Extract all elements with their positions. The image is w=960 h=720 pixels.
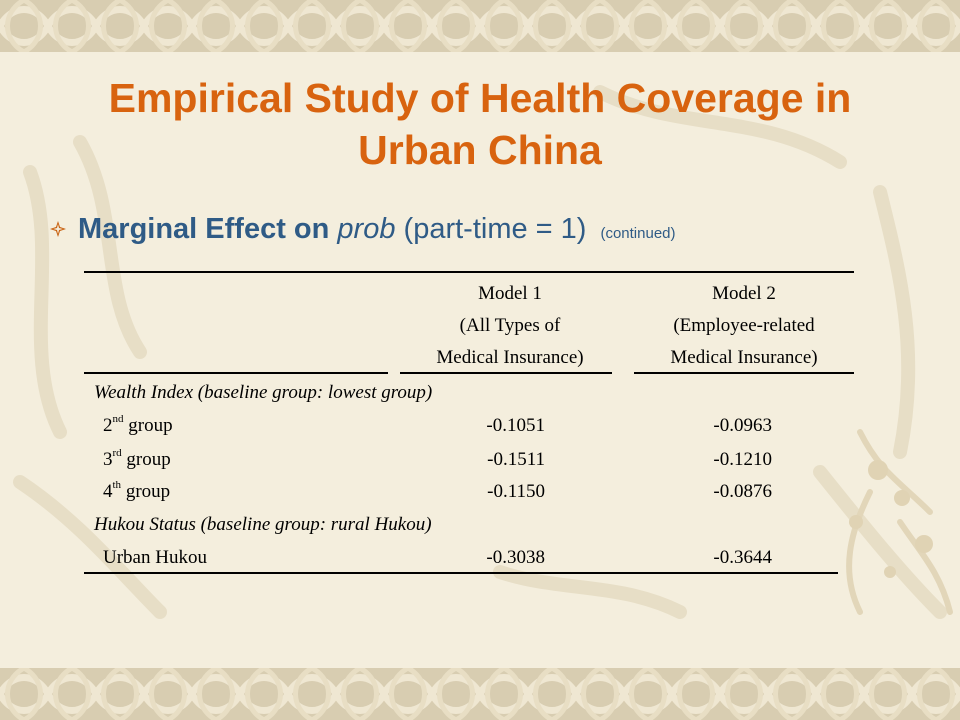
bullet-note-text: (continued) <box>600 225 676 242</box>
table-cell-model-2: -0.0876 <box>713 481 772 502</box>
table-cell-model-2: -0.1210 <box>713 449 772 470</box>
table-row-label: 3rd group <box>103 447 171 471</box>
model-1-header-line-2: (All Types of <box>459 315 561 336</box>
bullet-rest-text: (part-time = 1) <box>403 213 587 245</box>
bullet-point: Marginal Effect on prob (part-time = 1) (… <box>50 206 930 252</box>
diamond-bullet-icon <box>50 221 66 237</box>
table-top-rule <box>84 271 854 273</box>
slide-title: Empirical Study of Health Coverage in Ur… <box>20 72 940 176</box>
wealth-index-section-header: Wealth Index (baseline group: lowest gro… <box>94 382 433 403</box>
table-row-label: 2nd group <box>103 413 173 437</box>
bullet-italic-text: prob <box>337 213 396 245</box>
table-cell-model-1: -0.1150 <box>487 481 545 502</box>
table-row-label: 4th group <box>103 479 171 503</box>
table-bottom-rule <box>84 572 838 574</box>
bullet-strong-text: Marginal Effect on <box>78 213 330 245</box>
header-rule-stub <box>84 372 388 374</box>
slide-title-line-1: Empirical Study of Health Coverage in <box>108 75 852 121</box>
table-cell-model-1: -0.1511 <box>487 449 545 470</box>
header-rule-model-1 <box>400 372 612 374</box>
table-cell-model-1: -0.1051 <box>486 415 545 436</box>
bullet-text: Marginal Effect on prob (part-time = 1) (… <box>78 206 676 257</box>
brush-painting-background <box>13 85 953 619</box>
model-1-header-line-1: Model 1 <box>478 283 542 304</box>
table-cell-model-2: -0.3644 <box>713 547 772 568</box>
table-cell-model-2: -0.0963 <box>713 415 772 436</box>
bottom-decorative-border <box>0 668 960 720</box>
model-2-header-line-3: Medical Insurance) <box>670 347 818 368</box>
hukou-status-section-header: Hukou Status (baseline group: rural Huko… <box>94 514 432 535</box>
table-cell-model-1: -0.3038 <box>486 547 545 568</box>
model-2-header-line-2: (Employee-related <box>673 315 815 336</box>
table-row-label: Urban Hukou <box>103 547 207 568</box>
model-2-header-line-1: Model 2 <box>712 283 776 304</box>
top-decorative-border <box>0 0 960 52</box>
header-rule-model-2 <box>634 372 854 374</box>
model-1-header-line-3: Medical Insurance) <box>436 347 584 368</box>
slide-title-line-2: Urban China <box>358 127 602 173</box>
